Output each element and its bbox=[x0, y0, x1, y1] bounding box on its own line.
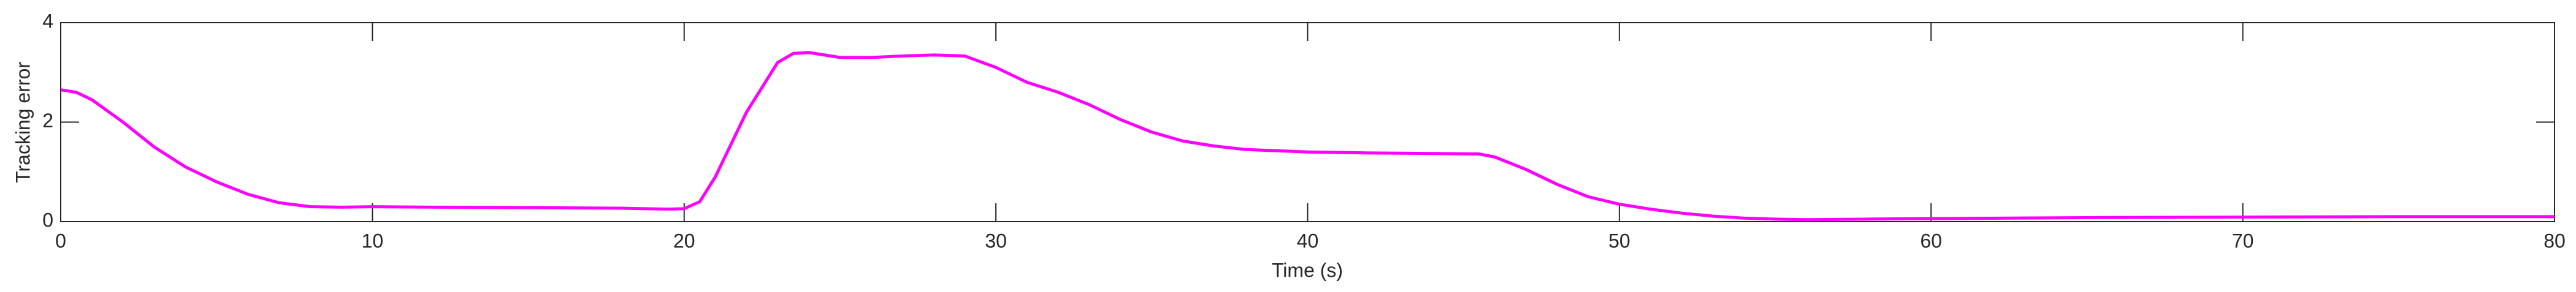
data-line bbox=[60, 51, 2555, 222]
x-tick-label: 30 bbox=[985, 230, 1007, 252]
y-tick-label: 0 bbox=[42, 209, 53, 231]
x-tick-label: 0 bbox=[55, 230, 66, 252]
x-tick-label: 50 bbox=[1608, 230, 1630, 252]
x-tick-label: 80 bbox=[2544, 230, 2566, 252]
x-tick-label: 20 bbox=[673, 230, 695, 252]
x-tick-label: 10 bbox=[362, 230, 384, 252]
x-tick-label: 70 bbox=[2232, 230, 2254, 252]
y-tick-label: 4 bbox=[42, 10, 53, 32]
x-tick-label: 60 bbox=[1920, 230, 1942, 252]
y-axis-label: Tracking error bbox=[12, 62, 34, 183]
x-axis-label: Time (s) bbox=[1272, 259, 1343, 281]
x-tick-label: 40 bbox=[1297, 230, 1319, 252]
plot-frame bbox=[60, 22, 2555, 222]
y-tick-label: 2 bbox=[42, 110, 53, 132]
